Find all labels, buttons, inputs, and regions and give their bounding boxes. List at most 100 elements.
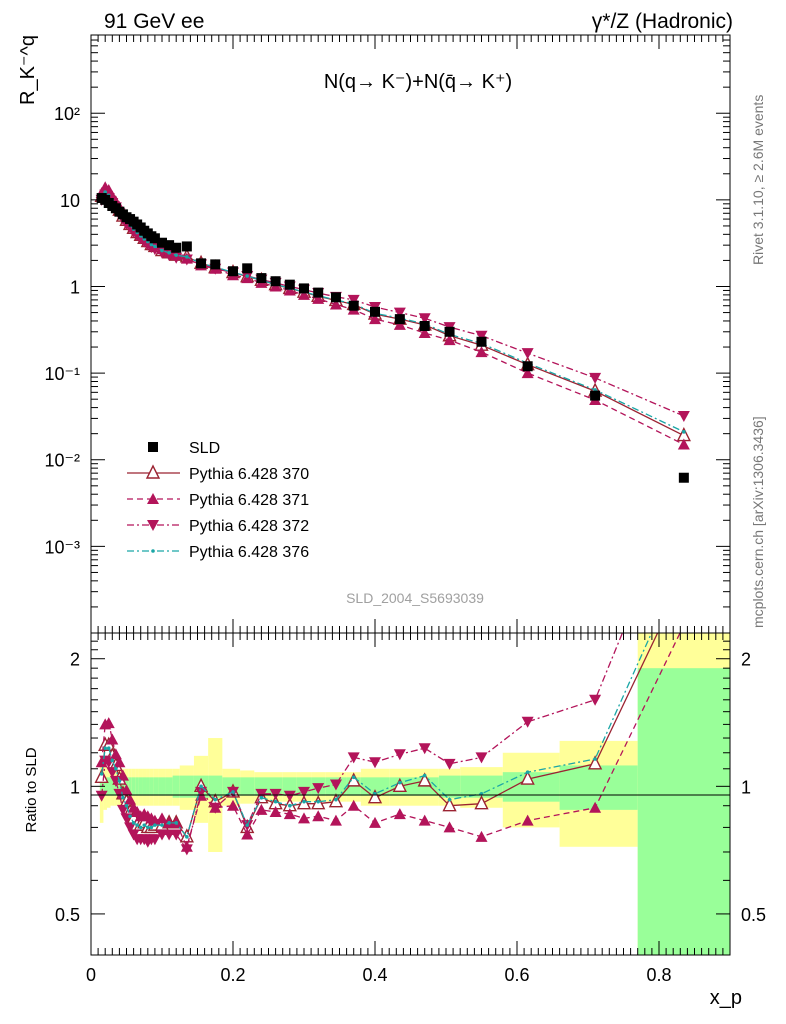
data-point	[522, 361, 533, 372]
ratio-point	[283, 790, 296, 802]
ratio-point	[474, 795, 489, 810]
data-point	[171, 242, 182, 253]
ratio-point	[117, 779, 122, 783]
ratio-point	[149, 825, 154, 830]
ratio-point	[106, 733, 119, 745]
data-point	[164, 240, 175, 251]
ratio-tick-label-right: 2	[741, 650, 751, 670]
ratio-point	[312, 783, 325, 795]
legend-entry: Pythia 6.428 376	[189, 544, 309, 561]
ratio-point	[367, 789, 383, 804]
ratio-point	[269, 788, 282, 800]
x-tick-label: 0.2	[220, 965, 245, 985]
ratio-tick-label-left: 1	[70, 777, 80, 797]
y-tick-label: 10⁻²	[44, 451, 80, 471]
data-point	[149, 242, 154, 247]
x-tick-label: 0.6	[504, 965, 529, 985]
stat-uncertainty-band	[158, 777, 166, 796]
stat-uncertainty-band	[502, 772, 560, 802]
data-point	[475, 346, 488, 358]
data-point	[174, 253, 178, 257]
ratio-point	[153, 823, 157, 827]
ratio-point	[447, 797, 452, 802]
data-point	[393, 318, 406, 330]
data-point	[103, 190, 107, 194]
ratio-point	[259, 795, 264, 800]
data-point	[393, 307, 406, 319]
data-point	[678, 472, 689, 483]
ratio-point	[131, 821, 136, 825]
ratio-point	[589, 801, 602, 813]
data-point	[476, 336, 487, 347]
ratio-point	[369, 816, 381, 828]
header-right-label: γ*/Z (Hadronic)	[592, 10, 733, 33]
data-point	[475, 330, 488, 342]
legend-marker	[151, 549, 155, 553]
data-point	[313, 287, 324, 298]
header-left-label: 91 GeV ee	[104, 10, 204, 33]
ratio-point	[475, 752, 488, 764]
y-tick-label: 10²	[54, 104, 80, 124]
stat-uncertainty-band	[240, 777, 255, 796]
ratio-point	[593, 757, 597, 761]
ratio-point	[138, 825, 143, 830]
ratio-point	[185, 835, 189, 839]
legend-marker	[147, 493, 159, 504]
data-point	[589, 372, 602, 384]
ratio-tick-label-left: 0.5	[55, 905, 80, 925]
ratio-point	[135, 823, 139, 827]
data-point	[419, 320, 430, 331]
x-tick-label: 0.8	[646, 965, 671, 985]
ratio-tick-label-right: 0.5	[741, 905, 766, 925]
ratio-point	[124, 822, 137, 834]
data-point	[270, 276, 281, 287]
ratio-line-3	[101, 633, 653, 839]
ratio-point	[128, 814, 132, 819]
stat-uncertainty-band	[559, 765, 638, 810]
data-point	[370, 306, 380, 317]
ratio-point	[589, 694, 602, 706]
data-point	[153, 244, 157, 249]
data-point	[348, 300, 359, 311]
analysis-id-label: SLD_2004_S5693039	[346, 590, 484, 606]
ratio-point	[269, 805, 282, 817]
y-tick-label: 10	[60, 191, 80, 211]
ratio-point	[124, 803, 129, 808]
ratio-point	[231, 790, 235, 794]
stat-uncertainty-band	[142, 777, 147, 796]
ratio-point	[114, 766, 118, 771]
stat-uncertainty-band	[153, 777, 159, 796]
ratio-point	[312, 810, 325, 822]
ratio-point	[94, 768, 109, 784]
ratio-point	[288, 803, 292, 808]
stat-uncertainty-band	[179, 775, 194, 798]
data-point	[369, 313, 381, 325]
ratio-point	[347, 799, 360, 811]
legend: SLD Pythia 6.428 370 Pythia 6.428 371 Pythi…	[127, 440, 309, 561]
ratio-point	[121, 795, 125, 800]
stat-uncertainty-band	[110, 777, 115, 796]
legend-marker	[147, 520, 159, 531]
x-tick-label: 0.4	[362, 965, 387, 985]
data-point	[521, 348, 534, 360]
stat-uncertainty-band	[165, 777, 173, 796]
data-point	[160, 248, 164, 253]
ratio-point	[255, 803, 268, 815]
ratio-point	[393, 749, 406, 761]
ratio-point	[521, 814, 534, 826]
ratio-point	[148, 834, 161, 846]
ratio-point	[298, 786, 310, 798]
stat-uncertainty-band	[172, 775, 180, 798]
data-point	[418, 327, 431, 339]
ratio-uncertainty-bands	[99, 633, 730, 955]
stat-uncertainty-band	[438, 775, 461, 798]
data-point	[185, 255, 189, 259]
stat-uncertainty-band	[117, 777, 122, 796]
rivet-version-label: Rivet 3.1.10, ≥ 2.6M events	[750, 95, 766, 265]
ratio-point	[174, 821, 178, 825]
y-tick-label: 10⁻³	[44, 537, 80, 557]
ratio-point	[392, 777, 407, 793]
series-line-2	[101, 186, 685, 446]
y-axis-label: R_K⁻^q	[17, 35, 39, 105]
ratio-point	[302, 799, 306, 804]
